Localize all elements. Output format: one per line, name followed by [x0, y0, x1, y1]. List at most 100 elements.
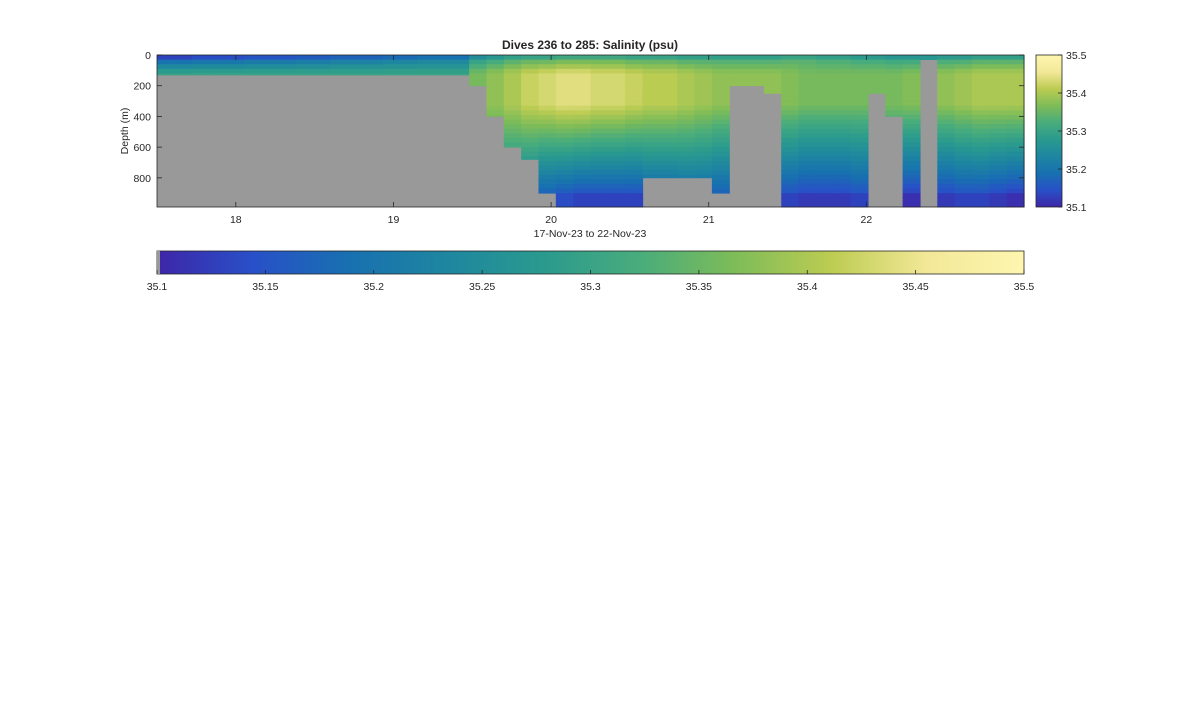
salinity-cell	[538, 147, 557, 153]
salinity-cell	[815, 142, 834, 148]
salinity-cell	[902, 101, 921, 107]
salinity-cell	[885, 82, 904, 88]
salinity-cell	[365, 59, 384, 65]
salinity-cell	[573, 59, 592, 65]
y-tick-label: 400	[133, 111, 151, 123]
salinity-cell	[521, 59, 540, 65]
salinity-cell	[885, 68, 904, 74]
salinity-cell	[902, 147, 921, 153]
salinity-cell	[191, 73, 210, 76]
salinity-cell	[486, 110, 505, 116]
salinity-cell	[590, 55, 609, 61]
salinity-cell	[833, 87, 852, 93]
salinity-cell	[711, 128, 730, 134]
salinity-cell	[989, 179, 1008, 185]
salinity-cell	[815, 160, 834, 166]
salinity-cell	[694, 110, 713, 116]
salinity-cell	[573, 197, 592, 203]
salinity-cell	[503, 133, 522, 139]
salinity-cell	[798, 137, 817, 143]
salinity-cell	[902, 82, 921, 88]
salinity-cell	[469, 82, 488, 87]
salinity-cell	[417, 68, 436, 74]
salinity-cell	[815, 114, 834, 120]
salinity-cell	[711, 156, 730, 162]
salinity-cell	[694, 78, 713, 84]
salinity-cell	[677, 160, 696, 166]
salinity-cell	[763, 87, 782, 93]
salinity-cell	[659, 101, 678, 107]
salinity-cell	[971, 64, 990, 70]
salinity-cell	[555, 119, 574, 125]
salinity-cell	[261, 68, 279, 74]
salinity-cell	[677, 91, 696, 97]
salinity-cell	[798, 170, 817, 176]
salinity-cell	[642, 124, 661, 130]
salinity-cell	[659, 147, 678, 153]
salinity-cell	[798, 174, 817, 180]
salinity-cell	[989, 142, 1008, 148]
salinity-cell	[607, 160, 626, 166]
salinity-cell	[607, 119, 626, 125]
salinity-cell	[538, 73, 557, 79]
x-tick-label: 19	[388, 214, 400, 226]
salinity-cell	[954, 160, 973, 166]
salinity-cell	[867, 68, 886, 74]
salinity-cell	[538, 114, 557, 120]
salinity-cell	[954, 68, 973, 74]
salinity-cell	[278, 59, 297, 65]
salinity-cell	[399, 73, 418, 76]
salinity-cell	[954, 142, 973, 148]
salinity-cell	[798, 202, 817, 208]
salinity-cell	[989, 101, 1008, 107]
salinity-cell	[763, 78, 782, 84]
salinity-cell	[538, 119, 557, 125]
salinity-cell	[711, 110, 730, 116]
salinity-cell	[694, 59, 713, 65]
salinity-cell	[867, 59, 886, 65]
salinity-cell	[469, 59, 488, 65]
salinity-cell	[850, 133, 869, 139]
salinity-cell	[1006, 87, 1025, 93]
salinity-cell	[521, 147, 540, 153]
salinity-cell	[746, 55, 765, 61]
salinity-cell	[625, 156, 644, 162]
salinity-cell	[850, 59, 869, 65]
salinity-cell	[833, 59, 852, 65]
salinity-cell	[677, 114, 696, 120]
salinity-cell	[625, 96, 644, 102]
salinity-cell	[434, 64, 453, 70]
salinity-cell	[833, 82, 852, 88]
salinity-cell	[781, 114, 800, 120]
salinity-cell	[885, 101, 904, 107]
salinity-cell	[659, 142, 678, 148]
salinity-cell	[1006, 68, 1025, 74]
salinity-cell	[313, 68, 331, 74]
salinity-cell	[971, 128, 990, 134]
salinity-cell	[711, 160, 730, 166]
salinity-cell	[989, 110, 1008, 116]
salinity-cell	[971, 133, 990, 139]
salinity-cell	[885, 114, 904, 117]
salinity-cell	[867, 73, 886, 79]
salinity-cell	[1006, 133, 1025, 139]
salinity-cell	[694, 82, 713, 88]
salinity-cell	[590, 179, 609, 185]
salinity-cell	[295, 64, 314, 70]
salinity-cell	[174, 64, 193, 70]
salinity-cell	[607, 193, 626, 199]
salinity-cell	[347, 73, 366, 76]
salinity-cell	[417, 73, 436, 76]
salinity-cell	[989, 128, 1008, 134]
salinity-cell	[763, 68, 782, 74]
salinity-cell	[486, 55, 505, 61]
salinity-cell	[971, 156, 990, 162]
salinity-cell	[555, 124, 574, 130]
salinity-cell	[677, 137, 696, 143]
salinity-cell	[815, 105, 834, 111]
salinity-cell	[607, 197, 626, 203]
salinity-cell	[850, 64, 869, 70]
salinity-cell	[902, 197, 921, 203]
salinity-cell	[451, 55, 470, 61]
salinity-cell	[781, 119, 800, 125]
